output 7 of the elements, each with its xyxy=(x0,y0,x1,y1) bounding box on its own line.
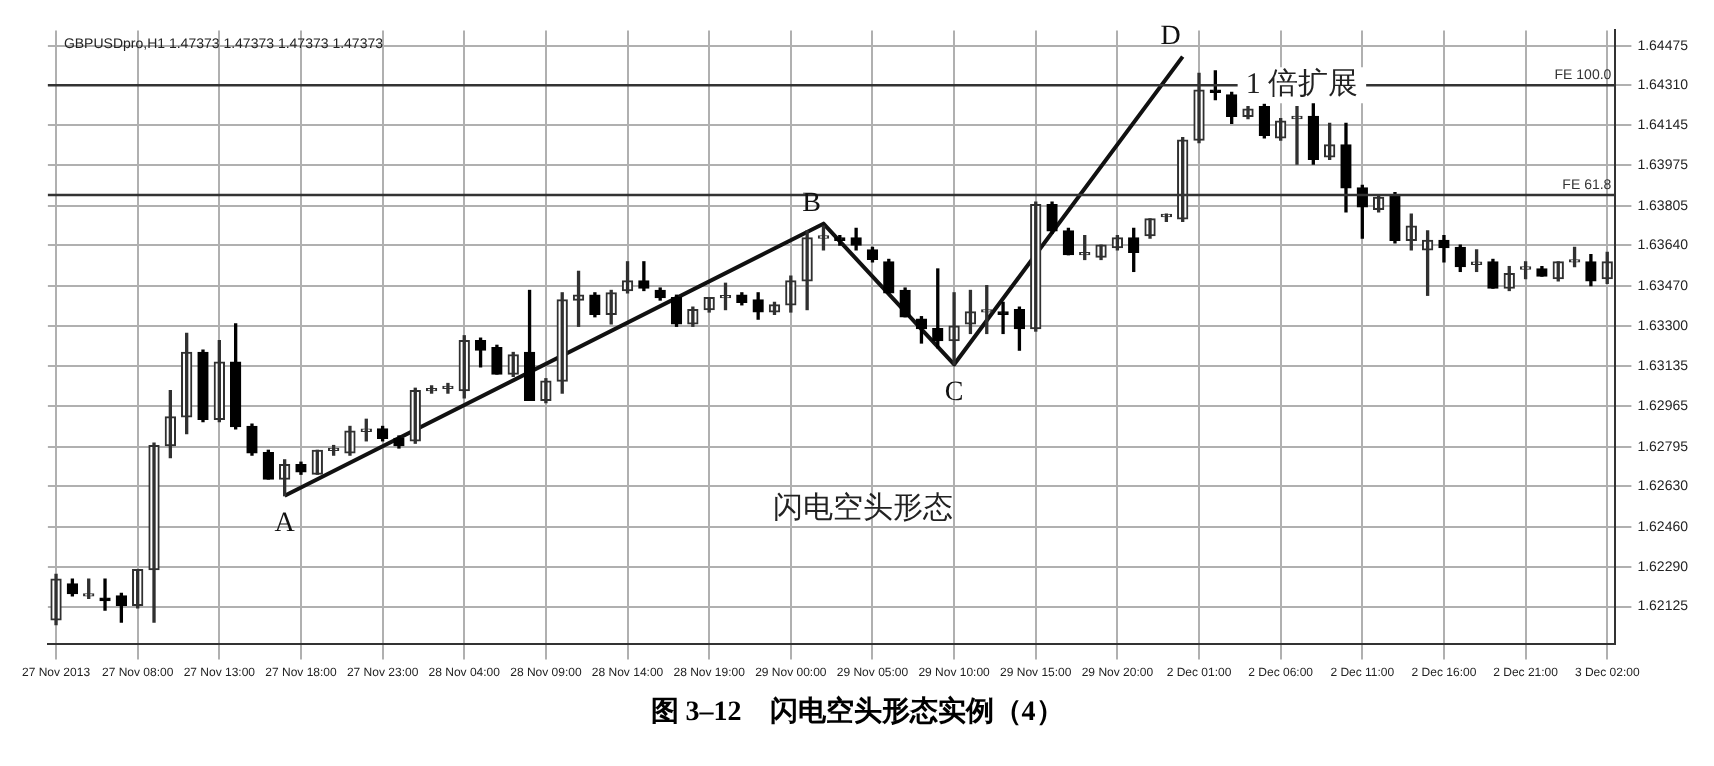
data-label: A xyxy=(274,509,297,540)
data-label: B xyxy=(802,189,821,220)
annotation: 闪电空头形态 xyxy=(772,490,953,525)
annotation: 1 倍扩展 xyxy=(1245,67,1359,102)
data-label: C xyxy=(944,377,964,408)
text: 图 3–12 闪电空头形态实例（4） xyxy=(648,694,1066,730)
data-label: D xyxy=(1160,21,1181,52)
